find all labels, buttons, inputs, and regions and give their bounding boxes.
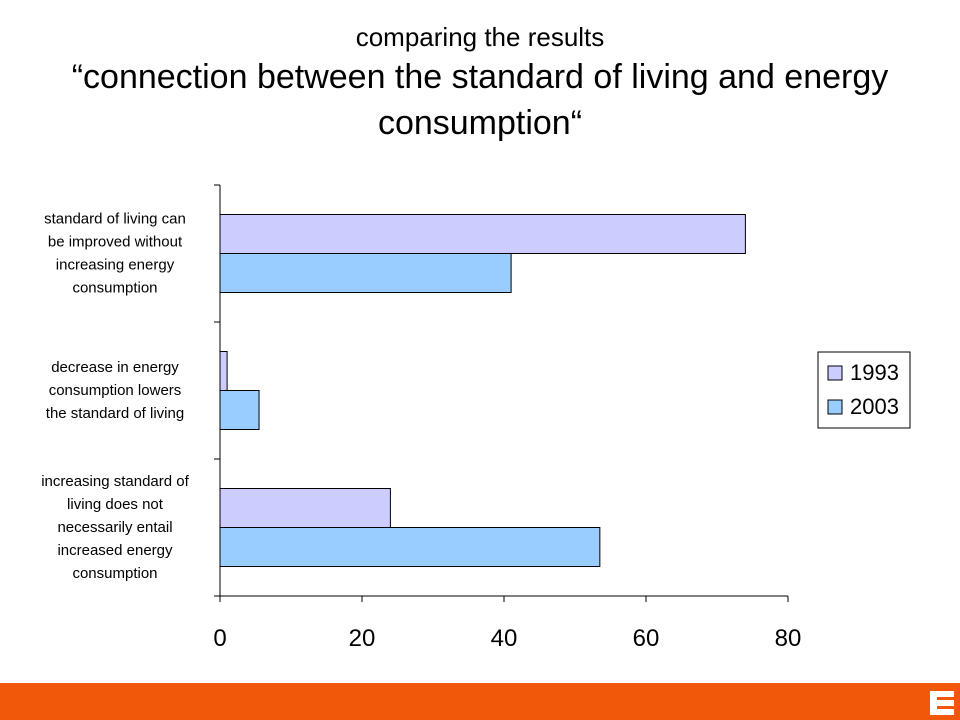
category-label-line: decrease in energy: [51, 359, 179, 376]
category-label-line: increasing standard of: [41, 473, 189, 490]
category-label-line: necessarily entail: [57, 519, 172, 536]
x-tick-label: 40: [491, 625, 518, 652]
category-label-line: consumption: [72, 565, 157, 582]
category-label-line: be improved without: [48, 234, 183, 251]
x-tick-label: 0: [213, 625, 226, 652]
category-label-line: consumption: [72, 280, 157, 297]
legend-swatch-2003: [827, 399, 843, 415]
legend-label-2003: 2003: [850, 394, 899, 419]
category-label-line: consumption lowers: [49, 382, 182, 399]
bar-2003-2: [219, 527, 601, 567]
slide-subtitle: comparing the results: [355, 22, 605, 52]
brand-logo-icon: [930, 691, 954, 715]
x-tick-label: 80: [775, 625, 802, 652]
bar-2003-0: [219, 253, 512, 293]
legend-label-1993: 1993: [850, 360, 899, 385]
x-tick-label: 20: [349, 625, 376, 652]
category-label-line: increasing energy: [56, 257, 175, 274]
bar-chart: 0 20 40 60 80 standard of living can be improv…: [41, 184, 911, 652]
bar-1993-2: [219, 488, 391, 528]
bar-2003-1: [219, 390, 260, 430]
legend-box: [817, 351, 911, 429]
brand-footer-bar: [0, 683, 960, 720]
slide-title: “connection between the standard of livi…: [71, 58, 889, 142]
category-label-line: the standard of living: [46, 405, 184, 422]
category-label-line: living does not: [67, 496, 164, 513]
slide-title-block: comparing the results “connection betwee…: [0, 20, 960, 146]
x-tick-label: 60: [633, 625, 660, 652]
category-label-line: standard of living can: [44, 211, 186, 228]
legend-swatch-1993: [827, 365, 843, 381]
category-label-line: increased energy: [57, 542, 173, 559]
bar-1993-1: [219, 351, 228, 391]
bar-1993-0: [219, 214, 746, 254]
